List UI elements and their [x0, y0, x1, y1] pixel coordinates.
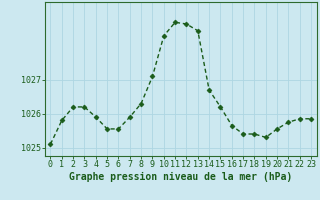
X-axis label: Graphe pression niveau de la mer (hPa): Graphe pression niveau de la mer (hPa): [69, 172, 292, 182]
